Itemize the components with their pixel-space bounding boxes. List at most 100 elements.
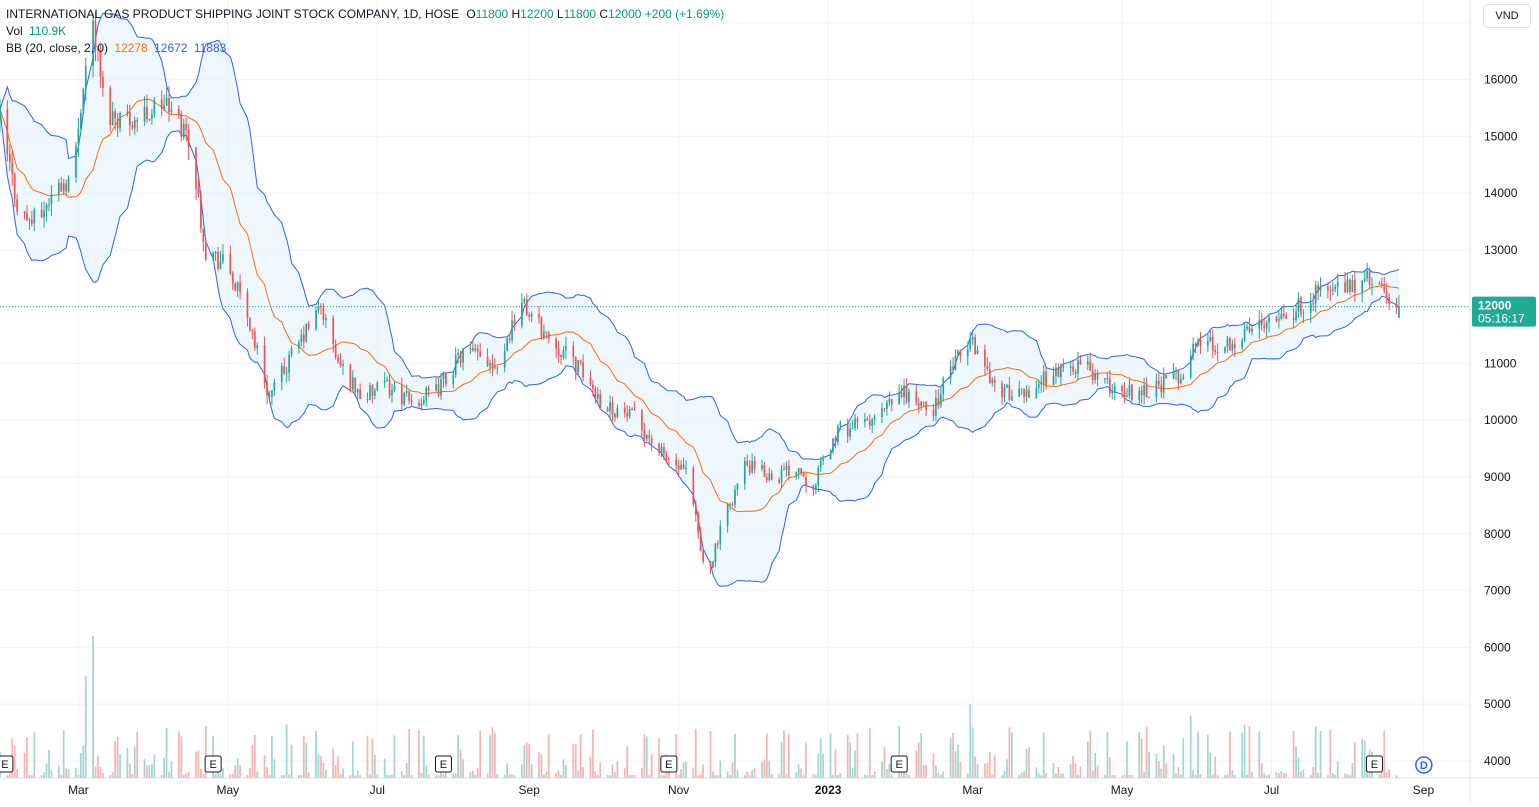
volume-bar [1336, 761, 1339, 778]
candle-body [506, 338, 509, 351]
candle-body [520, 302, 523, 326]
volume-bar [589, 756, 592, 778]
candle-body [351, 377, 354, 390]
candle-body [263, 345, 266, 383]
candle-body [1199, 340, 1202, 346]
candle-body [359, 389, 362, 399]
candle-body [935, 398, 937, 416]
candle-body [991, 379, 994, 384]
volume-bar [168, 772, 170, 778]
volume-bar [268, 775, 271, 778]
volume-bar [1108, 757, 1111, 778]
candle-body [599, 394, 602, 409]
candle-body [1336, 282, 1339, 287]
volume-bar [366, 735, 369, 778]
candle-body [1268, 317, 1270, 323]
candle-body [817, 467, 820, 486]
candle-body [126, 112, 129, 114]
x-tick-label: Jul [370, 783, 385, 797]
volume-bar [699, 774, 702, 778]
candle-body [562, 350, 565, 358]
volume-bar [349, 774, 352, 778]
candle-body [592, 384, 594, 389]
candle-body [616, 407, 619, 418]
candle-body [1018, 388, 1021, 397]
volume-bar [79, 753, 82, 778]
volume-bar [280, 775, 283, 778]
volume-bar [623, 767, 626, 778]
candle-body [182, 124, 185, 137]
volume-bar [1275, 771, 1278, 778]
x-tick-label: Sep [519, 783, 541, 797]
candle-body [611, 402, 614, 415]
volume-bar [1140, 738, 1143, 778]
volume-bar [1216, 774, 1219, 778]
volume-bar [1383, 730, 1386, 778]
candle-body [427, 387, 430, 391]
volume-bar [1126, 741, 1128, 778]
candle-body [606, 408, 609, 412]
volume-bar [920, 733, 923, 778]
volume-bar [743, 775, 746, 778]
candle-body [371, 385, 374, 396]
volume-bar [1062, 773, 1065, 778]
volume-bar [969, 704, 972, 778]
volume-bar [829, 733, 832, 778]
y-tick-label: 10000 [1484, 413, 1518, 427]
candle-body [920, 401, 923, 406]
volume-bar [832, 775, 834, 778]
candle-body [45, 204, 48, 211]
volume-bar [1265, 775, 1268, 778]
candle-body [1059, 365, 1062, 378]
candle-body [62, 183, 65, 192]
volume-bar [290, 744, 293, 778]
volume-bar [606, 775, 609, 778]
candle-body [67, 177, 70, 192]
candle-body [788, 465, 790, 476]
bb-upper-value: 12672 [154, 41, 188, 55]
volume-bar [908, 775, 910, 778]
volume-bar [40, 775, 43, 778]
volume-bar [765, 733, 768, 778]
volume-bar [886, 769, 888, 778]
candle-body [545, 331, 548, 333]
candle-body [251, 329, 254, 332]
volume-bar [442, 773, 445, 778]
volume-bar [236, 758, 239, 778]
candle-body [660, 446, 663, 454]
volume-bar [1231, 770, 1234, 778]
candle-body [966, 349, 969, 357]
candle-body [1148, 396, 1150, 398]
candle-body [1327, 286, 1329, 291]
volume-bar [795, 772, 798, 778]
volume-value: 110.9K [29, 24, 67, 38]
candle-body [1297, 297, 1300, 312]
candle-body [802, 472, 805, 477]
volume-bar [420, 772, 423, 778]
volume-bar [457, 735, 460, 778]
candle-body [1263, 325, 1266, 328]
volume-bar [1314, 726, 1317, 778]
volume-bar [1143, 771, 1146, 778]
candle-body [408, 391, 411, 401]
candle-body [8, 153, 11, 163]
volume-bar [959, 761, 962, 778]
candle-body [814, 485, 817, 491]
candle-body [1189, 355, 1192, 377]
currency-button[interactable]: VND [1483, 4, 1531, 28]
candle-body [1180, 378, 1182, 384]
volume-bar [133, 746, 136, 778]
candle-body [1111, 391, 1114, 394]
candle-body [1106, 378, 1109, 380]
volume-bar [761, 762, 763, 778]
volume-bar [528, 743, 531, 778]
candle-body [202, 228, 205, 243]
volume-bar [616, 761, 619, 778]
candle-body [511, 320, 513, 341]
volume-bar [1023, 771, 1025, 778]
volume-bar [942, 771, 945, 778]
y-tick-label: 9000 [1484, 470, 1511, 484]
candle-body [1131, 384, 1133, 401]
